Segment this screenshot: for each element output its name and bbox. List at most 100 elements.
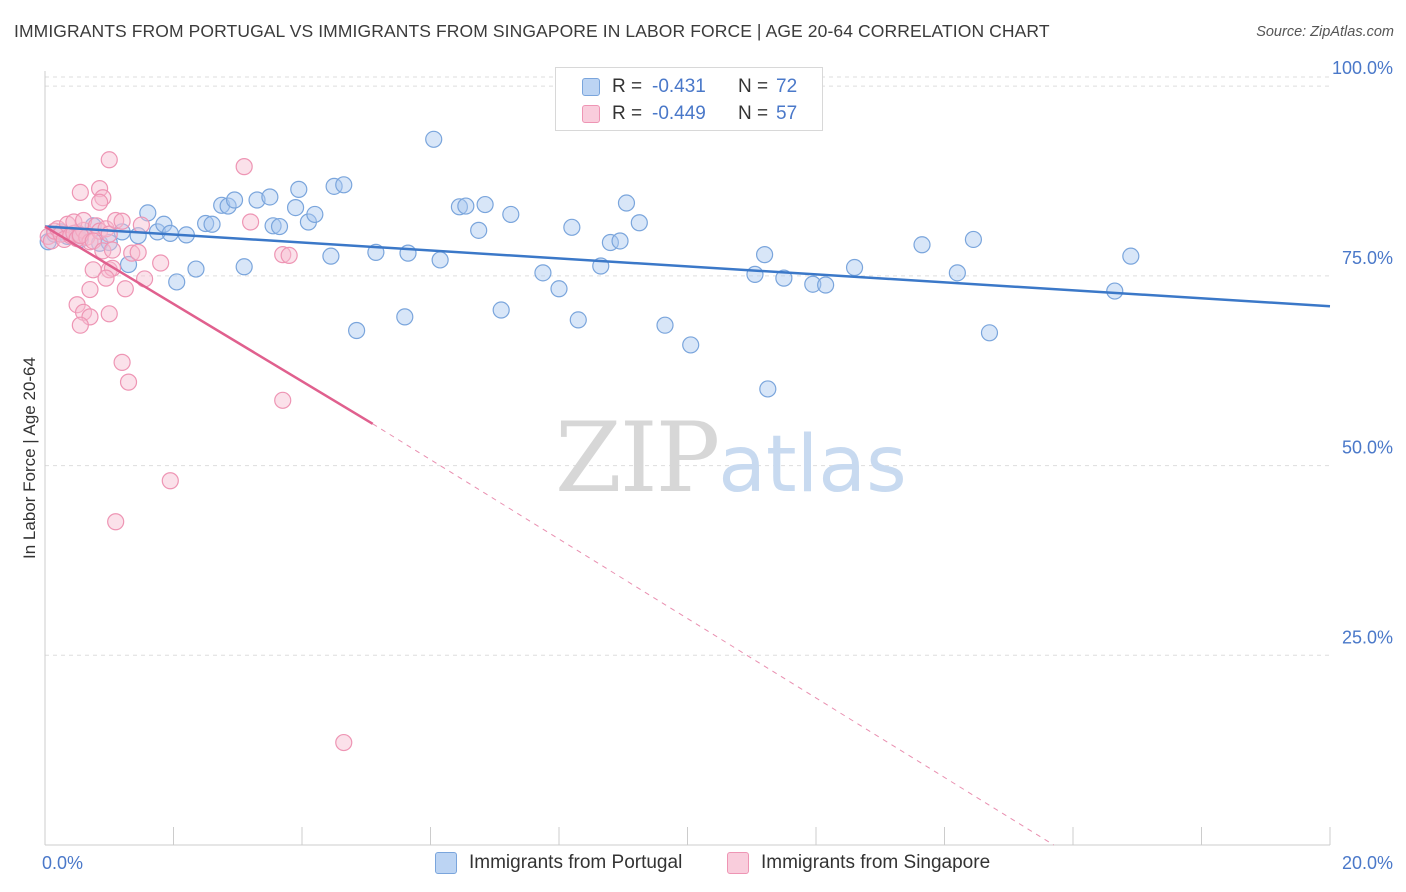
series-legend: Immigrants from Portugal Immigrants from… — [0, 852, 1406, 878]
portugal-point — [845, 258, 864, 277]
portugal-point — [219, 197, 237, 215]
portugal-point — [948, 264, 966, 282]
singapore-point — [129, 243, 147, 261]
portugal-point — [322, 247, 340, 265]
legend-row-portugal: R = -0.431 N = 72 — [582, 74, 797, 100]
stats-legend: R = -0.431 N = 72 R = -0.449 N = 57 — [555, 67, 823, 131]
singapore-r-label: R = — [612, 103, 643, 124]
portugal-point — [476, 195, 494, 214]
portugal-point — [306, 205, 324, 224]
y-axis-label: In Labor Force | Age 20-64 — [20, 357, 39, 559]
singapore-point — [335, 733, 353, 752]
singapore-point — [119, 373, 138, 391]
portugal-point — [755, 246, 774, 264]
portugal-point — [630, 214, 648, 232]
portugal-point — [775, 269, 793, 287]
y-tick-label: 75.0% — [1342, 248, 1393, 268]
singapore-point — [235, 158, 253, 176]
x-tick-label: 20.0% — [1342, 853, 1393, 873]
portugal-point — [569, 311, 587, 329]
portugal-point — [155, 215, 173, 233]
singapore-point — [71, 316, 89, 334]
portugal-trendline — [44, 225, 1331, 308]
portugal-point — [431, 251, 449, 269]
singapore-legend-label: Immigrants from Singapore — [761, 852, 991, 873]
singapore-point — [274, 391, 292, 409]
portugal-point — [759, 380, 777, 398]
portugal-point — [617, 194, 636, 212]
watermark-zip: ZIP — [555, 402, 720, 514]
portugal-point — [470, 221, 488, 239]
watermark: ZIPatlas — [555, 402, 907, 514]
portugal-point — [804, 275, 822, 293]
portugal-n-value: 72 — [776, 76, 798, 97]
portugal-point — [425, 130, 443, 148]
portugal-point — [270, 217, 289, 236]
portugal-point — [656, 316, 674, 334]
portugal-point — [187, 260, 205, 278]
singapore-point — [107, 513, 125, 531]
singapore-trendline-extension — [372, 423, 1054, 846]
singapore-legend-swatch — [727, 852, 749, 874]
y-tick-label: 50.0% — [1342, 438, 1393, 458]
portugal-n-label: N = — [738, 76, 769, 97]
singapore-n-label: N = — [738, 103, 769, 124]
portugal-point — [450, 198, 469, 216]
portugal-swatch — [582, 78, 600, 96]
singapore-point — [103, 241, 122, 259]
portugal-point — [534, 264, 552, 282]
singapore-point — [94, 242, 112, 260]
portugal-point — [980, 324, 999, 342]
source-credit: Source: ZipAtlas.com — [1256, 24, 1394, 40]
portugal-point — [248, 191, 266, 209]
singapore-r-value: -0.449 — [652, 103, 706, 124]
singapore-point — [132, 216, 150, 234]
singapore-point — [100, 151, 118, 169]
legend-item-portugal[interactable]: Immigrants from Portugal — [435, 852, 682, 874]
singapore-point — [107, 211, 125, 230]
portugal-point — [492, 301, 510, 319]
legend-item-singapore[interactable]: Immigrants from Singapore — [727, 852, 990, 874]
portugal-point — [817, 276, 835, 294]
singapore-point — [91, 193, 109, 211]
portugal-legend-swatch — [435, 852, 457, 874]
singapore-trendline — [44, 225, 374, 425]
portugal-point — [286, 198, 305, 217]
portugal-point — [348, 321, 366, 340]
singapore-n-value: 57 — [776, 103, 798, 124]
portugal-point — [964, 230, 983, 249]
portugal-point — [746, 265, 764, 283]
singapore-point — [116, 280, 134, 298]
singapore-point — [242, 213, 260, 231]
portugal-point — [550, 280, 568, 298]
portugal-point — [168, 273, 186, 291]
portugal-r-value: -0.431 — [652, 76, 706, 97]
portugal-point — [1122, 247, 1140, 265]
portugal-point — [213, 196, 231, 214]
portugal-point — [611, 232, 629, 250]
singapore-point — [91, 180, 109, 198]
portugal-point — [457, 197, 475, 215]
watermark-atlas: atlas — [718, 420, 907, 510]
singapore-point — [123, 244, 141, 262]
singapore-point — [97, 269, 115, 287]
portugal-point — [396, 308, 414, 326]
singapore-point — [81, 280, 99, 299]
singapore-point — [161, 472, 179, 490]
singapore-point — [113, 212, 131, 230]
legend-row-singapore: R = -0.449 N = 57 — [582, 101, 797, 127]
portugal-point — [225, 191, 244, 209]
portugal-point — [290, 180, 308, 198]
portugal-point — [682, 336, 700, 354]
portugal-point — [197, 214, 215, 233]
portugal-point — [203, 215, 221, 233]
portugal-point — [913, 236, 931, 254]
portugal-point — [563, 218, 581, 236]
x-tick-label: 0.0% — [42, 853, 83, 873]
singapore-point — [100, 305, 118, 323]
singapore-point — [71, 183, 89, 202]
portugal-point — [264, 217, 282, 235]
portugal-point — [235, 258, 253, 276]
portugal-point — [502, 205, 520, 224]
